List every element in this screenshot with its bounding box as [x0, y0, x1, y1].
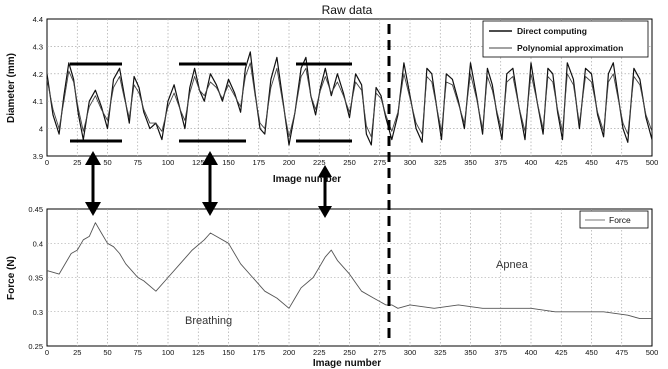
arrowhead-1-up — [85, 151, 101, 165]
y-tick-label: 0.4 — [33, 239, 43, 248]
x-tick-label: 500 — [646, 158, 659, 167]
x-tick-label: 175 — [252, 348, 265, 357]
legend-box — [579, 210, 649, 229]
x-tick-label: 275 — [373, 348, 386, 357]
y-axis-label: Diameter (mm) — [6, 53, 17, 123]
x-tick-label: 200 — [283, 158, 296, 167]
x-tick-labels: 0 25 50 75 100 125 150 175 200 225 250 275 300 325 350… — [45, 158, 658, 167]
series-line-polynomial-approximation — [46, 62, 653, 138]
y-tick-label: 4.2 — [33, 70, 43, 79]
diameter-chart: Raw data 0 25 50 75 100 125 150 175 200 225 250 275… — [6, 3, 658, 185]
x-tick-label: 225 — [313, 348, 326, 357]
connector-arrows — [85, 151, 332, 218]
x-tick-label: 475 — [615, 158, 628, 167]
legend-label-force: Force — [609, 215, 631, 225]
x-tick-label: 100 — [162, 158, 175, 167]
x-tick-label: 350 — [464, 158, 477, 167]
x-tick-label: 50 — [103, 348, 111, 357]
y-tick-label: 0.3 — [33, 308, 43, 317]
x-tick-label: 0 — [45, 158, 49, 167]
x-tick-label: 125 — [192, 158, 205, 167]
x-tick-label: 500 — [646, 348, 659, 357]
x-tick-label: 375 — [494, 158, 507, 167]
y-tick-label: 0.45 — [28, 205, 43, 214]
legend: Force — [579, 210, 649, 229]
y-tick-labels: 0.25 0.3 0.35 0.4 0.45 — [28, 205, 43, 351]
arrowhead-2-up — [202, 151, 218, 165]
y-tick-label: 4.1 — [33, 97, 43, 106]
annotation-apnea: Apnea — [496, 259, 529, 271]
x-tick-label: 175 — [252, 158, 265, 167]
y-tick-label: 0.25 — [28, 342, 43, 351]
y-tick-label: 3.9 — [33, 152, 43, 161]
y-tick-label: 4.3 — [33, 42, 43, 51]
chart-title: Raw data — [322, 3, 373, 17]
arrowhead-3-down — [318, 206, 332, 218]
x-tick-label: 400 — [525, 348, 538, 357]
x-tick-label: 325 — [434, 158, 447, 167]
x-tick-label: 225 — [313, 158, 326, 167]
x-tick-label: 325 — [434, 348, 447, 357]
x-tick-label: 425 — [555, 348, 568, 357]
series-line-direct-computing — [46, 51, 653, 146]
legend-box — [482, 20, 649, 58]
grid — [47, 209, 652, 346]
x-tick-label: 450 — [585, 348, 598, 357]
x-tick-label: 275 — [373, 158, 386, 167]
x-tick-label: 75 — [134, 158, 142, 167]
y-tick-labels: 3.9 4 4.1 4.2 4.3 4.4 — [33, 15, 43, 161]
x-tick-label: 150 — [222, 158, 235, 167]
arrowhead-1-down — [85, 202, 101, 216]
x-tick-label: 200 — [283, 348, 296, 357]
x-tick-label: 425 — [555, 158, 568, 167]
x-tick-label: 125 — [192, 348, 205, 357]
x-tick-label: 350 — [464, 348, 477, 357]
x-tick-label: 400 — [525, 158, 538, 167]
x-tick-label: 300 — [404, 348, 417, 357]
x-tick-label: 100 — [162, 348, 175, 357]
legend-label-direct: Direct computing — [517, 26, 587, 36]
annotation-breathing: Breathing — [185, 315, 232, 327]
x-tick-labels: 0 25 50 75 100 125 150 175 200 225 250 275 300 325 350… — [45, 348, 658, 357]
x-tick-label: 75 — [134, 348, 142, 357]
x-tick-label: 450 — [585, 158, 598, 167]
x-tick-label: 250 — [343, 158, 356, 167]
force-chart: 0 25 50 75 100 125 150 175 200 225 250 275 300 325 350… — [6, 205, 658, 369]
legend-label-poly: Polynomial approximation — [517, 43, 623, 53]
legend: Direct computing Polynomial approximatio… — [482, 20, 649, 58]
series-line-force — [46, 222, 652, 320]
x-tick-label: 300 — [404, 158, 417, 167]
arrowhead-3-up — [318, 165, 332, 177]
x-tick-label: 25 — [73, 158, 81, 167]
series-lines — [46, 222, 652, 320]
x-tick-label: 0 — [45, 348, 49, 357]
x-tick-label: 475 — [615, 348, 628, 357]
x-tick-label: 50 — [103, 158, 111, 167]
y-axis-label: Force (N) — [6, 256, 17, 300]
x-tick-label: 250 — [343, 348, 356, 357]
y-tick-label: 0.35 — [28, 274, 43, 283]
x-axis-label: Image number — [273, 174, 341, 185]
series-lines — [46, 51, 653, 146]
x-tick-label: 150 — [222, 348, 235, 357]
amplitude-markers — [70, 62, 352, 143]
x-axis-label: Image number — [313, 358, 381, 369]
y-tick-label: 4.4 — [33, 15, 43, 24]
x-tick-label: 25 — [73, 348, 81, 357]
y-tick-label: 4 — [39, 125, 43, 134]
arrowhead-2-down — [202, 202, 218, 216]
x-tick-label: 375 — [494, 348, 507, 357]
